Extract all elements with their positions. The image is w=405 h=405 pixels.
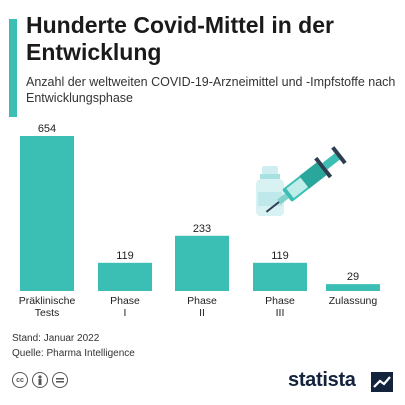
chart-subtitle: Anzahl der weltweiten COVID-19-Arzneimit… (26, 75, 396, 105)
footer-date: Stand: Januar 2022 (12, 333, 100, 344)
vaccine-illustration (256, 146, 347, 216)
bar-2 (175, 235, 229, 291)
category-label-0: Präklinische (19, 295, 76, 307)
category-label-1: I (124, 307, 127, 319)
category-label-0: Tests (35, 307, 60, 319)
bar-3 (253, 262, 307, 291)
category-label-4: Zulassung (329, 295, 378, 307)
value-label-3: 119 (271, 250, 289, 262)
bar-1 (98, 262, 152, 291)
license-icons: cc (12, 372, 68, 388)
chart-title: Hunderte Covid-Mittel in der Entwicklung (26, 12, 334, 65)
category-label-2: II (199, 307, 205, 319)
title-accent-bar (9, 19, 17, 117)
category-label-2: Phase (187, 295, 217, 307)
category-label-3: Phase (265, 295, 295, 307)
value-label-1: 119 (116, 250, 134, 262)
bar-4 (326, 284, 380, 291)
statista-logo-icon (371, 372, 393, 392)
footer-source: Quelle: Pharma Intelligence (12, 348, 135, 359)
cc-icon[interactable]: cc (12, 372, 28, 388)
statista-logo[interactable]: statista (288, 369, 356, 391)
person-icon[interactable] (32, 372, 48, 388)
category-label-3: III (276, 307, 285, 319)
value-label-4: 29 (347, 271, 359, 283)
equals-icon[interactable] (52, 372, 68, 388)
vial-icon (256, 166, 284, 216)
syringe-icon (265, 146, 347, 213)
bar-0 (20, 136, 74, 291)
value-label-2: 233 (193, 223, 211, 235)
category-label-1: Phase (110, 295, 140, 307)
value-label-0: 654 (38, 123, 56, 135)
